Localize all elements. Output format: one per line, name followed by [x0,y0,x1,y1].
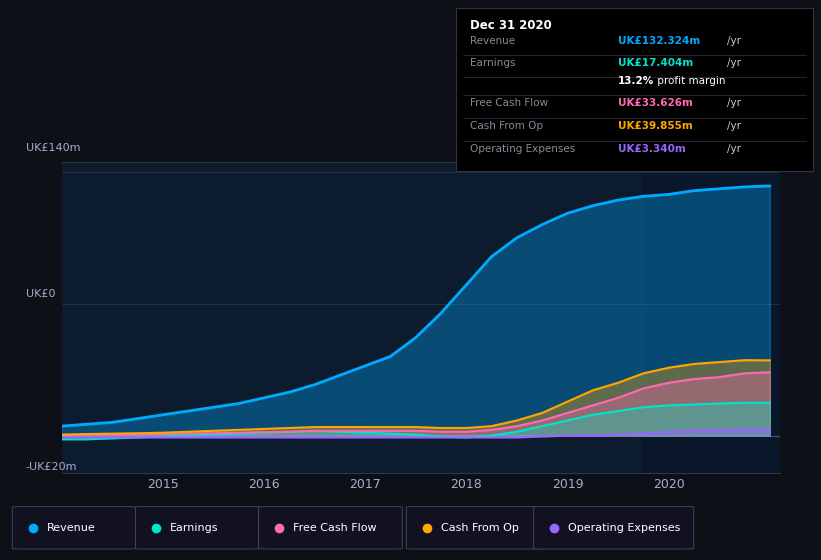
Text: UK£39.855m: UK£39.855m [618,121,693,131]
Text: Cash From Op: Cash From Op [470,121,543,131]
Text: Earnings: Earnings [170,523,218,533]
Text: -UK£20m: -UK£20m [25,461,77,472]
Text: UK£140m: UK£140m [25,143,80,153]
Text: UK£33.626m: UK£33.626m [618,99,693,109]
Text: UK£132.324m: UK£132.324m [618,36,700,46]
Text: Dec 31 2020: Dec 31 2020 [470,19,552,32]
Text: UK£0: UK£0 [25,290,55,300]
Text: Free Cash Flow: Free Cash Flow [470,99,548,109]
Text: Earnings: Earnings [470,58,516,68]
FancyBboxPatch shape [259,507,402,549]
Text: /yr: /yr [727,36,741,46]
Text: 13.2%: 13.2% [618,76,654,86]
Text: UK£17.404m: UK£17.404m [618,58,694,68]
Text: Revenue: Revenue [47,523,95,533]
Text: profit margin: profit margin [654,76,726,86]
Text: Operating Expenses: Operating Expenses [470,144,576,154]
Text: Free Cash Flow: Free Cash Flow [293,523,377,533]
FancyBboxPatch shape [406,507,542,549]
Text: Operating Expenses: Operating Expenses [568,523,681,533]
Text: /yr: /yr [727,58,741,68]
Text: Cash From Op: Cash From Op [441,523,519,533]
Text: UK£3.340m: UK£3.340m [618,144,686,154]
Text: /yr: /yr [727,99,741,109]
Bar [644,162,780,473]
FancyBboxPatch shape [534,507,694,549]
Text: /yr: /yr [727,121,741,131]
FancyBboxPatch shape [12,507,135,549]
Text: /yr: /yr [727,144,741,154]
FancyBboxPatch shape [135,507,259,549]
Text: Revenue: Revenue [470,36,515,46]
